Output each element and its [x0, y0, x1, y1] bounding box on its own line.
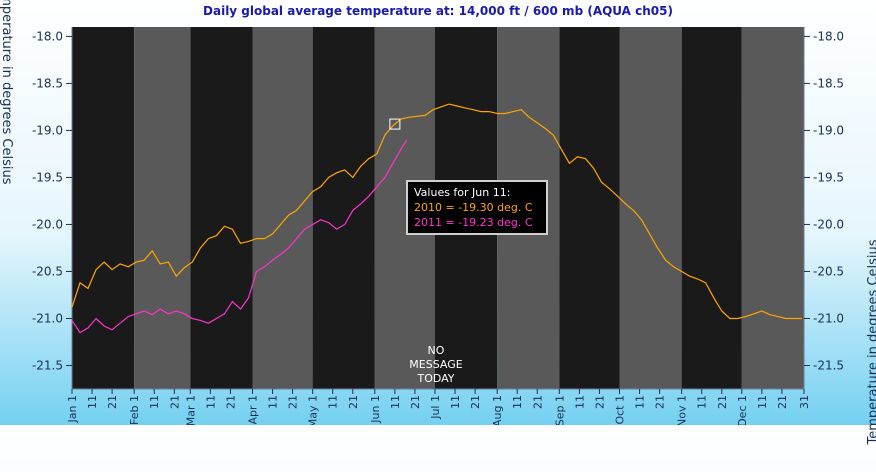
x-tick-label: 21	[776, 395, 789, 409]
y-tick-label-left: -19.0	[32, 123, 63, 137]
x-tick-label: 21	[593, 395, 606, 409]
month-band-10	[619, 27, 682, 389]
series-line-2010	[71, 103, 802, 320]
x-tick-label: Jan 1	[66, 395, 79, 423]
y-tick-label-left: -18.5	[32, 76, 63, 90]
month-band-1	[72, 27, 135, 389]
x-tick-label: 11	[389, 395, 402, 409]
month-band-4	[252, 27, 313, 389]
x-tick-label: Nov 1	[676, 395, 689, 425]
x-tick-label: 11	[204, 395, 217, 409]
no-message-line-2: MESSAGE	[409, 358, 463, 371]
x-tick-label: Mar 1	[184, 395, 197, 425]
month-band-9	[559, 27, 620, 389]
x-tick-label: Dec 1	[736, 395, 749, 425]
selected-day-marker	[389, 118, 401, 130]
y-tick-label-right: -18.5	[813, 76, 844, 90]
temperature-plot[interactable]: -18.0 -18.5 -19.0 -19.5 -20.0 -20.5 -21.0 -21.5…	[0, 0, 876, 425]
month-band-3	[190, 27, 253, 389]
x-tick-label: Oct 1	[613, 395, 626, 425]
x-tick-label: 11	[756, 395, 769, 409]
y-tick-label-right: -19.5	[813, 170, 844, 184]
y-tick-label-left: -20.5	[32, 264, 63, 278]
x-tick-label: 11	[267, 395, 280, 409]
chart-title: Daily global average temperature at: 14,…	[203, 4, 673, 18]
x-tick-label: 31	[798, 395, 811, 409]
x-tick-label: 11	[511, 395, 524, 409]
y-tick-label-left: -18.0	[32, 29, 63, 43]
x-tick-label: 21	[106, 395, 119, 409]
y-tick-label-left: -19.5	[32, 170, 63, 184]
y-tick-label-left: -21.0	[32, 311, 63, 325]
x-tick-label: 11	[327, 395, 340, 409]
series-line-2011	[71, 139, 408, 334]
x-tick-label: Feb 1	[128, 395, 141, 425]
month-band-11	[681, 27, 742, 389]
x-tick-label: 21	[409, 395, 422, 409]
tooltip-2011-value: 2011 = -19.23 deg. C	[414, 216, 533, 229]
no-message-line-3: TODAY	[417, 372, 455, 385]
x-tick-label: 11	[634, 395, 647, 409]
y-tick-label-right: -21.0	[813, 311, 844, 325]
x-tick-label: 21	[287, 395, 300, 409]
y-tick-label-right: -20.0	[813, 217, 844, 231]
x-tick-label: Jul 1	[429, 395, 442, 420]
x-tick-label: Sep 1	[553, 395, 566, 425]
x-tick-label: 11	[573, 395, 586, 409]
y-tick-label-left: -21.5	[32, 358, 63, 372]
x-tick-label: 21	[347, 395, 360, 409]
no-message-line-1: NO	[427, 344, 445, 357]
no-message-notice: NO MESSAGE TODAY	[396, 344, 476, 386]
y-tick-label-left: -20.0	[32, 217, 63, 231]
tooltip-2010-value: 2010 = -19.30 deg. C	[414, 201, 533, 214]
month-band-12	[741, 27, 804, 389]
x-tick-label: Jun 1	[369, 395, 382, 424]
x-tick-label: 21	[654, 395, 667, 409]
x-tick-label: Apr 1	[246, 395, 259, 425]
y-tick-label-right: -18.0	[813, 29, 844, 43]
x-tick-label: 11	[148, 395, 161, 409]
x-tick-label: May 1	[307, 395, 320, 425]
x-tick-label: 21	[716, 395, 729, 409]
x-tick-label: 21	[469, 395, 482, 409]
x-tick-label: 21	[224, 395, 237, 409]
y-tick-label-right: -21.5	[813, 358, 844, 372]
y-tick-label-right: -20.5	[813, 264, 844, 278]
month-band-5	[312, 27, 375, 389]
x-tick-label: 21	[531, 395, 544, 409]
x-tick-label: 11	[696, 395, 709, 409]
x-tick-label: 11	[86, 395, 99, 409]
x-tick-label: 21	[168, 395, 181, 409]
month-band-2	[134, 27, 191, 389]
tooltip-title: Values for Jun 11:	[414, 186, 511, 199]
x-tick-label: 11	[449, 395, 462, 409]
y-tick-label-right: -19.0	[813, 123, 844, 137]
value-tooltip: Values for Jun 11: 2010 = -19.30 deg. C …	[406, 180, 548, 235]
x-tick-label: Aug 1	[491, 395, 504, 425]
